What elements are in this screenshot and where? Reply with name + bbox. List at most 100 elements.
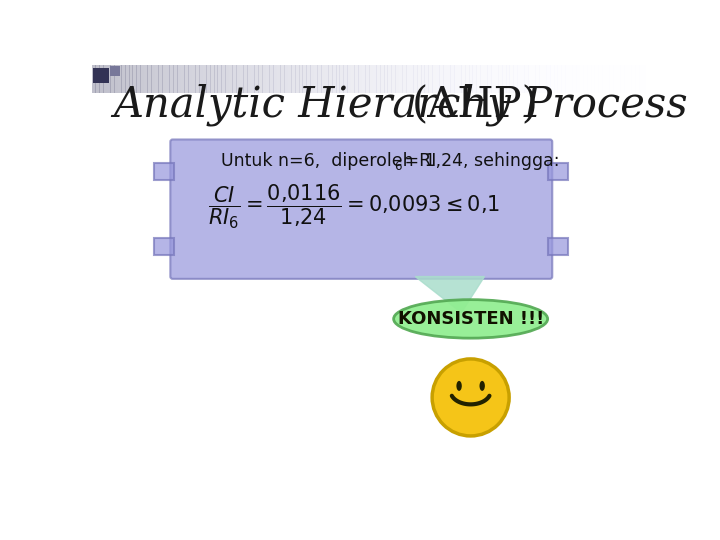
Bar <box>143 65 148 92</box>
Bar <box>158 65 163 92</box>
Bar <box>136 65 140 92</box>
Bar <box>436 65 440 92</box>
Bar <box>314 65 318 92</box>
Bar <box>325 65 329 92</box>
Bar <box>406 65 410 92</box>
Bar <box>624 65 629 92</box>
Bar <box>288 65 292 92</box>
Bar <box>254 65 259 92</box>
Bar <box>132 65 137 92</box>
Bar <box>336 65 341 92</box>
Bar <box>380 65 384 92</box>
Bar <box>236 65 240 92</box>
Bar <box>154 238 174 255</box>
Bar <box>258 65 263 92</box>
Bar <box>476 65 481 92</box>
Bar <box>192 65 196 92</box>
Bar <box>228 65 233 92</box>
Bar <box>169 65 174 92</box>
Bar <box>391 65 396 92</box>
Bar <box>377 65 381 92</box>
Bar <box>598 65 603 92</box>
Bar <box>114 65 119 92</box>
Bar <box>462 65 466 92</box>
Bar <box>92 65 96 92</box>
Bar <box>557 65 562 92</box>
Bar <box>621 65 625 92</box>
Bar <box>273 65 277 92</box>
Bar <box>384 65 388 92</box>
Bar <box>306 65 310 92</box>
Bar <box>595 65 599 92</box>
Bar <box>177 65 181 92</box>
Bar <box>528 65 532 92</box>
Bar <box>439 65 444 92</box>
FancyBboxPatch shape <box>171 139 552 279</box>
Bar <box>487 65 492 92</box>
Text: KONSISTEN !!!: KONSISTEN !!! <box>397 310 544 328</box>
Bar <box>361 65 366 92</box>
Bar <box>266 65 270 92</box>
Bar <box>217 65 222 92</box>
Bar <box>413 65 418 92</box>
Bar <box>117 65 122 92</box>
Bar <box>446 65 451 92</box>
Bar <box>365 65 370 92</box>
Bar <box>554 65 558 92</box>
Bar <box>207 65 211 92</box>
Bar <box>310 65 315 92</box>
Circle shape <box>432 359 509 436</box>
Bar <box>491 65 495 92</box>
Bar <box>347 65 351 92</box>
Polygon shape <box>415 276 485 313</box>
Bar <box>443 65 447 92</box>
Bar <box>162 65 166 92</box>
Bar <box>583 65 588 92</box>
Bar <box>505 65 510 92</box>
Bar <box>140 65 144 92</box>
Bar <box>280 65 285 92</box>
Bar <box>96 65 100 92</box>
Bar <box>495 65 499 92</box>
Bar <box>549 238 568 255</box>
Bar <box>628 65 632 92</box>
Bar <box>576 65 580 92</box>
Bar <box>635 65 639 92</box>
Bar <box>151 65 156 92</box>
Bar <box>539 65 544 92</box>
Bar <box>210 65 215 92</box>
Bar <box>484 65 488 92</box>
Bar <box>332 65 336 92</box>
Bar <box>103 65 107 92</box>
Ellipse shape <box>480 381 485 391</box>
Bar <box>420 65 426 92</box>
Bar <box>358 65 362 92</box>
Text: $\dfrac{CI}{RI_6} = \dfrac{0{,}0116}{1{,}24} = 0{,}0093 \leq 0{,}1$: $\dfrac{CI}{RI_6} = \dfrac{0{,}0116}{1{,… <box>207 183 500 231</box>
Bar <box>321 65 325 92</box>
Bar <box>521 65 525 92</box>
Bar <box>247 65 251 92</box>
Bar <box>417 65 421 92</box>
Bar <box>550 65 554 92</box>
Bar <box>369 65 374 92</box>
Bar <box>513 65 518 92</box>
Bar <box>354 65 359 92</box>
Bar <box>639 65 643 92</box>
Bar <box>373 65 377 92</box>
Bar <box>173 65 178 92</box>
Text: Untuk n=6,  diperoleh RI: Untuk n=6, diperoleh RI <box>221 152 436 170</box>
Bar <box>94 68 109 83</box>
Bar <box>199 65 204 92</box>
Ellipse shape <box>394 300 548 338</box>
Bar <box>549 164 568 180</box>
Bar <box>616 65 621 92</box>
Bar <box>110 66 120 76</box>
Bar <box>295 65 300 92</box>
Bar <box>524 65 528 92</box>
Bar <box>318 65 322 92</box>
Bar <box>269 65 274 92</box>
Text: (AHP): (AHP) <box>411 84 539 126</box>
Bar <box>602 65 606 92</box>
Bar <box>221 65 225 92</box>
Bar <box>458 65 462 92</box>
